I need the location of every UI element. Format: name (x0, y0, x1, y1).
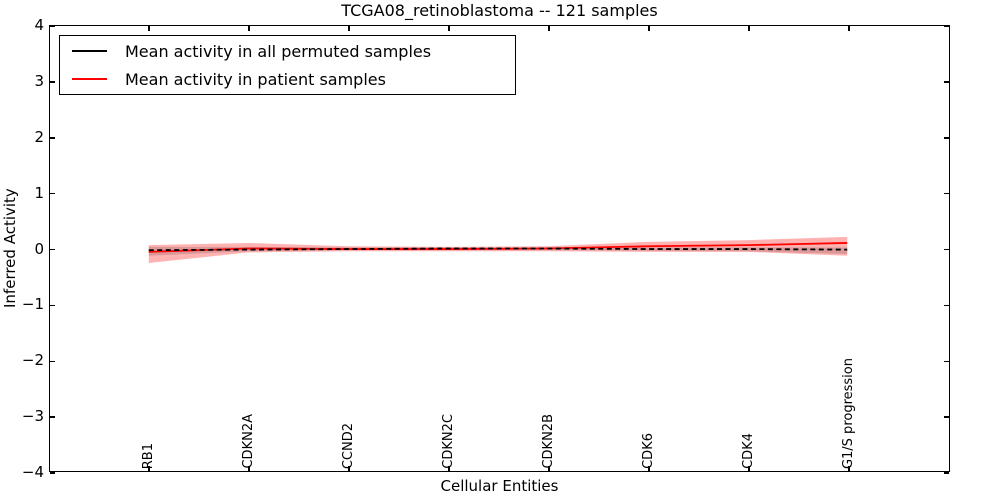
legend-item-permuted: Mean activity in all permuted samples (72, 42, 505, 61)
x-tick-mark (348, 26, 350, 31)
legend: Mean activity in all permuted samples Me… (59, 35, 516, 95)
legend-line-patient-icon (72, 78, 107, 80)
y-tick-mark (944, 360, 949, 362)
y-tick-label: 2 (34, 127, 44, 146)
y-tick-mark (944, 472, 949, 474)
y-tick-mark (50, 304, 55, 307)
y-tick-mark (50, 25, 55, 27)
y-tick-label: −1 (21, 295, 44, 314)
x-tick-mark (248, 466, 250, 471)
y-tick-mark (944, 25, 949, 27)
chart-title: TCGA08_retinoblastoma -- 121 samples (341, 1, 658, 20)
y-tick-mark (50, 416, 55, 418)
x-tick-label: CDK4 (741, 433, 756, 469)
x-tick-mark (148, 466, 150, 471)
y-tick-label: −2 (21, 351, 44, 370)
x-tick-mark (348, 466, 350, 471)
x-tick-mark (448, 26, 450, 31)
series-line (148, 247, 848, 252)
x-tick-mark (848, 26, 850, 31)
x-axis-label: Cellular Entities (440, 477, 559, 495)
x-tick-mark (848, 466, 850, 471)
x-tick-mark (248, 26, 250, 31)
x-tick-mark (648, 466, 650, 471)
y-tick-mark (50, 192, 55, 195)
x-tick-label: CDKN2C (441, 414, 456, 469)
y-tick-label: 0 (34, 239, 44, 258)
x-tick-label: CDKN2B (541, 414, 556, 469)
patient-samples-range (148, 236, 848, 263)
y-tick-mark (944, 192, 949, 195)
plot-area: RB1 CDKN2A CCND2 CDKN2C CDKN2B CDK6 CDK4 G1/S p… (49, 25, 950, 474)
y-tick-label: −4 (21, 463, 44, 481)
x-tick-mark (548, 466, 550, 471)
x-tick-label: G1/S progression (841, 357, 856, 469)
y-tick-mark (50, 137, 55, 139)
y-tick-mark (50, 360, 55, 362)
x-tick-label: CDK6 (641, 433, 656, 469)
x-tick-mark (648, 26, 650, 31)
y-tick-mark (944, 137, 949, 139)
x-tick-label: RB1 (141, 442, 156, 469)
x-tick-mark (748, 26, 750, 31)
x-tick-mark (748, 466, 750, 471)
y-tick-label: 1 (34, 183, 44, 202)
legend-label-patient: Mean activity in patient samples (125, 69, 386, 89)
legend-line-permuted-icon (72, 50, 107, 52)
y-tick-label: −3 (21, 407, 44, 426)
x-tick-label: CCND2 (341, 422, 356, 469)
x-tick-mark (448, 466, 450, 471)
x-tick-mark (548, 26, 550, 31)
data-series-svg (148, 236, 848, 263)
y-tick-label: 3 (34, 71, 44, 90)
legend-label-permuted: Mean activity in all permuted samples (125, 41, 432, 61)
y-tick-mark (50, 81, 55, 83)
y-tick-mark (944, 81, 949, 83)
legend-item-patient: Mean activity in patient samples (72, 70, 505, 89)
y-tick-label: 4 (34, 16, 44, 34)
y-tick-mark (944, 304, 949, 307)
y-tick-mark (50, 248, 55, 251)
y-tick-mark (944, 416, 949, 418)
x-tick-mark (148, 26, 150, 31)
y-tick-mark (50, 472, 55, 474)
y-tick-mark (944, 248, 949, 251)
x-tick-label: CDKN2A (241, 414, 256, 469)
